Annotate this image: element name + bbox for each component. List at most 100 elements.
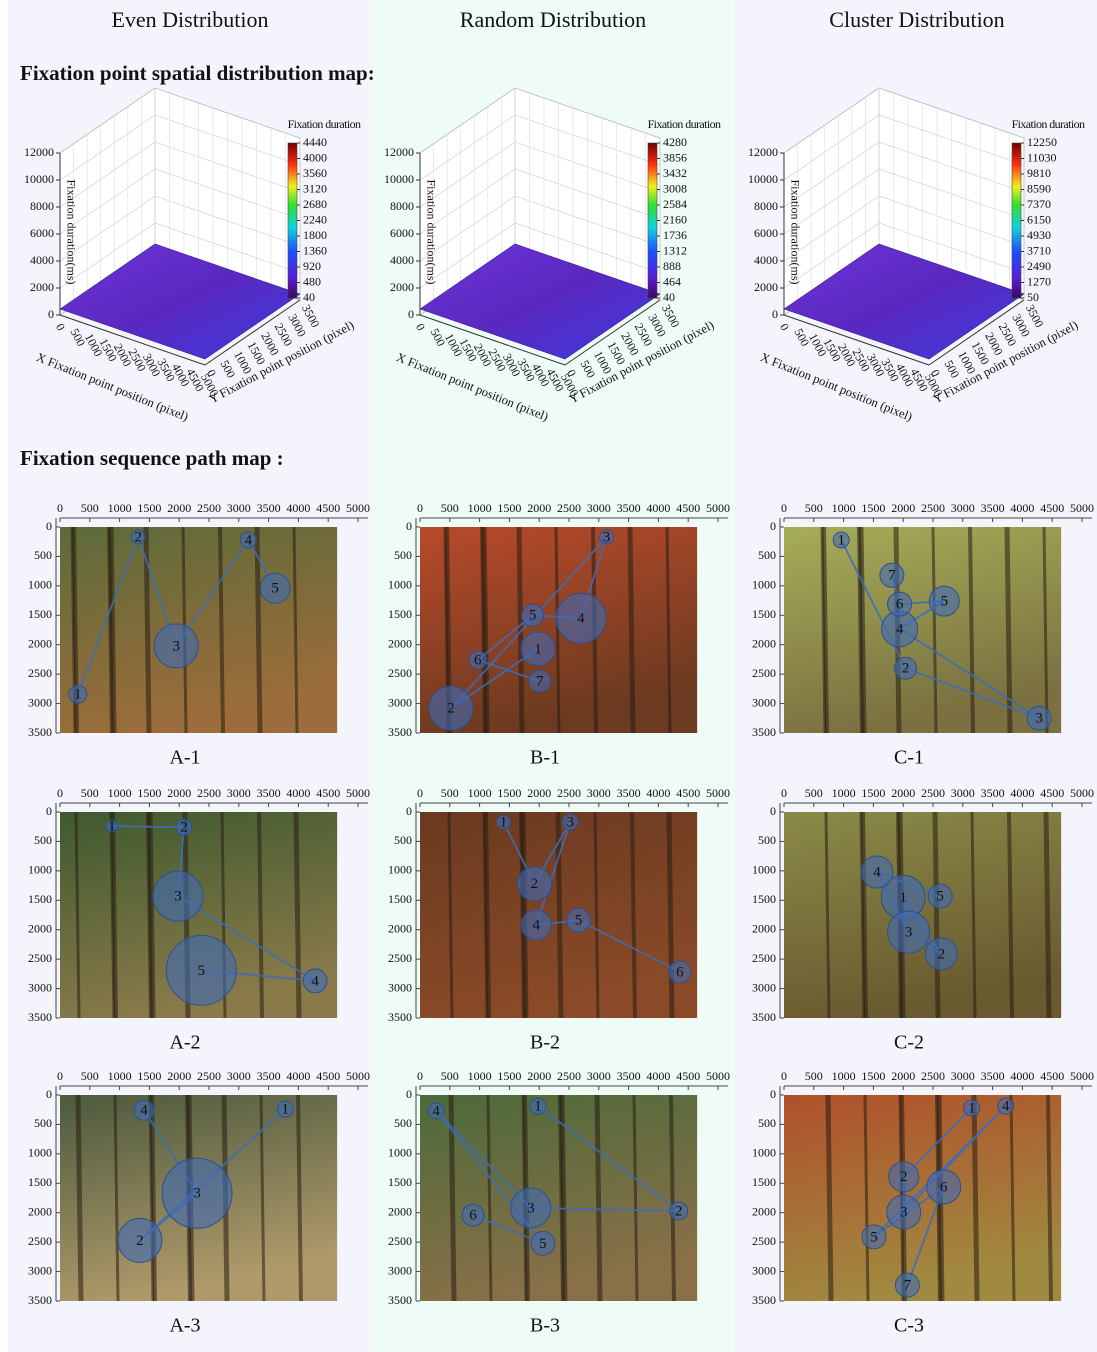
fixation-label: 2 [447, 701, 455, 717]
x-tick-label: 3000 [227, 501, 251, 515]
x-tick-label: 1500 [497, 501, 521, 515]
z-tick-label: 12000 [748, 145, 778, 159]
colorbar-tick-label: 3856 [663, 150, 687, 164]
fixation-label: 1 [534, 641, 542, 657]
tree-trunk [78, 1095, 81, 1301]
fixation-label: 1 [968, 1100, 976, 1116]
fixation-label: 3 [900, 1205, 908, 1221]
colorbar-tick-label: 3710 [1027, 243, 1051, 257]
fixation-label: 6 [474, 652, 482, 668]
panel-caption: A-3 [169, 1315, 200, 1337]
x-tick-label: 4500 [316, 786, 340, 800]
tree-trunk [296, 812, 299, 1018]
y-tick-label: 2000 [388, 636, 412, 650]
z-tick-label: 4000 [754, 253, 778, 267]
x-tick-label: 2500 [921, 786, 945, 800]
x-tick-label: 0 [417, 786, 423, 800]
y-tick-label: 2000 [28, 1204, 52, 1218]
x-tick-label: 2000 [891, 501, 915, 515]
y-tick-label: 1500 [752, 607, 776, 621]
y-tick-label: 500 [758, 548, 776, 562]
z-axis-title: Fixation duration(ms) [64, 180, 78, 285]
fixation-label: 4 [245, 532, 253, 548]
z-tick-label: 8000 [754, 199, 778, 213]
fixation-label: 3 [527, 1200, 535, 1216]
tree-trunk [974, 1095, 977, 1301]
x-tick-label: 5000 [1070, 786, 1094, 800]
x-tick-label: 3500 [257, 1069, 281, 1083]
x-tick-label: 1500 [497, 786, 521, 800]
x-tick-label: 2000 [527, 1069, 551, 1083]
colorbar-tick-label: 40 [303, 290, 315, 304]
colorbar-title: Fixation duration [648, 117, 721, 131]
colorbar-tick-label: 2240 [303, 212, 327, 226]
colorbar-tick-label: 3120 [303, 181, 327, 195]
z-tick-label: 10000 [384, 172, 414, 186]
fixation-label: 4 [532, 917, 540, 933]
y-tick-label: 1000 [388, 578, 412, 592]
x-tick-label: 0 [57, 501, 63, 515]
x-tick-label: 3500 [981, 1069, 1005, 1083]
x-tick-label: 4500 [316, 501, 340, 515]
z-tick-label: 0 [408, 307, 414, 321]
fixation-label: 1 [500, 814, 508, 830]
fixation-label: 2 [675, 1203, 683, 1219]
fixation-label: 6 [896, 597, 904, 613]
z-tick-label: 2000 [390, 280, 414, 294]
x-tick-label: 1000 [832, 786, 856, 800]
y-tick-label: 1500 [388, 892, 412, 906]
colorbar-tick-label: 3008 [663, 181, 687, 195]
x-tick-label: 2500 [557, 1069, 581, 1083]
y-tick-label: 2500 [28, 951, 52, 965]
colorbar-tick-label: 50 [1027, 290, 1039, 304]
y-tick-label: 1000 [28, 578, 52, 592]
x-tick-label: 4000 [646, 1069, 670, 1083]
y-tick-label: 1000 [28, 1146, 52, 1160]
tree-trunk [861, 527, 864, 733]
x-tick-label: 3500 [617, 501, 641, 515]
z-tick-label: 8000 [390, 199, 414, 213]
colorbar-tick-label: 1270 [1027, 274, 1051, 288]
panel-caption: C-1 [894, 747, 924, 769]
z-tick-label: 0 [48, 307, 54, 321]
x-tick-label: 2000 [527, 501, 551, 515]
panel-caption: A-2 [169, 1032, 200, 1054]
fixation-label: 1 [534, 1099, 542, 1115]
x-tick-label: 1000 [468, 1069, 492, 1083]
fixation-label: 1 [108, 819, 116, 835]
colorbar-tick-label: 12250 [1027, 135, 1057, 149]
y-tick-label: 2000 [388, 921, 412, 935]
x-tick-label: 500 [81, 501, 99, 515]
fixation-label: 4 [140, 1103, 148, 1119]
fixation-label: 5 [198, 963, 206, 979]
y-tick-label: 2000 [752, 636, 776, 650]
y-tick-label: 3500 [28, 1010, 52, 1024]
tree-trunk [597, 1095, 600, 1301]
y-tick-label: 500 [394, 548, 412, 562]
y-tick-label: 500 [34, 1116, 52, 1130]
x-tick-label: 1000 [108, 786, 132, 800]
z-tick-label: 10000 [748, 172, 778, 186]
x-tick-label: 2000 [167, 786, 191, 800]
x-tick-label: 500 [805, 1069, 823, 1083]
colorbar-tick-label: 2584 [663, 197, 687, 211]
x-tick-label: 2000 [891, 1069, 915, 1083]
fixation-label: 3 [603, 529, 611, 545]
y-tick-label: 1000 [388, 863, 412, 877]
y-tick-label: 1500 [388, 1175, 412, 1189]
y-tick-label: 1000 [388, 1146, 412, 1160]
tree-trunk [1046, 812, 1049, 1018]
fixation-label: 4 [896, 621, 904, 637]
x-tick-label: 3000 [587, 501, 611, 515]
x-tick-label: 1500 [137, 786, 161, 800]
colorbar-tick-label: 480 [303, 274, 321, 288]
y-tick-label: 2500 [752, 666, 776, 680]
x-tick-label: 1500 [137, 1069, 161, 1083]
colorbar-title: Fixation duration [288, 117, 361, 131]
x-tick-label: 1500 [861, 786, 885, 800]
x-tick-label: 5000 [706, 1069, 730, 1083]
y-tick-label: 500 [34, 548, 52, 562]
tree-trunk [1007, 527, 1010, 733]
x-tick-label: 4000 [1010, 501, 1034, 515]
fixation-label: 2 [531, 876, 539, 892]
